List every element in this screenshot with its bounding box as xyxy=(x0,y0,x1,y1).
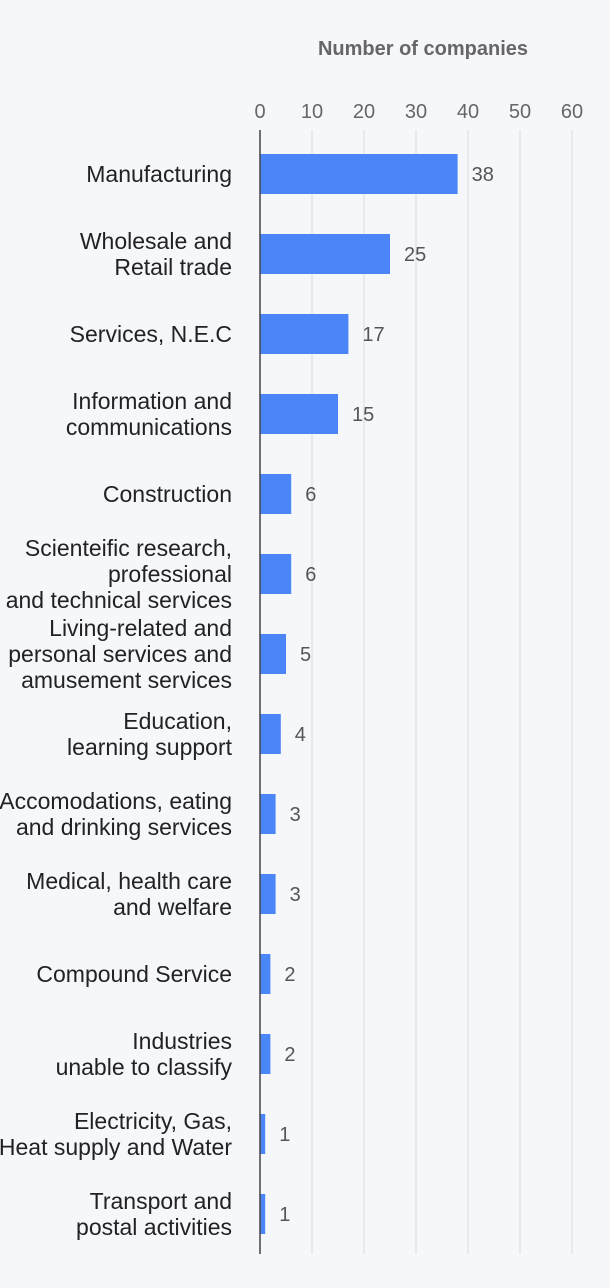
category-label: Information and communications xyxy=(66,388,232,440)
category-label: Manufacturing xyxy=(86,161,232,187)
bar xyxy=(260,1034,271,1074)
value-label: 17 xyxy=(362,324,384,346)
value-label: 3 xyxy=(290,884,301,906)
x-tick-label: 60 xyxy=(561,101,583,123)
category-label: Medical, health care and welfare xyxy=(26,868,232,920)
value-label: 6 xyxy=(305,484,316,506)
bar xyxy=(260,1194,266,1234)
category-label: Scienteific research, professional and tec… xyxy=(6,535,232,613)
category-label: Living-related and personal services and a… xyxy=(8,615,232,693)
x-tick-label: 0 xyxy=(254,101,265,123)
x-tick-label: 40 xyxy=(457,101,479,123)
bar xyxy=(260,394,338,434)
category-label: Construction xyxy=(103,481,232,507)
bar xyxy=(260,874,276,914)
category-label: Transport and postal activities xyxy=(76,1188,232,1240)
bar xyxy=(260,634,286,674)
x-axis-ticks: 0 10 20 30 40 50 60 xyxy=(254,101,583,123)
value-label: 38 xyxy=(472,164,494,186)
bar xyxy=(260,714,281,754)
value-label: 4 xyxy=(295,724,306,746)
x-tick-label: 10 xyxy=(301,101,323,123)
value-labels: 38 25 17 15 6 6 5 4 3 3 2 2 1 1 xyxy=(279,164,494,1226)
value-label: 2 xyxy=(284,1044,295,1066)
x-tick-label: 50 xyxy=(509,101,531,123)
category-label: Wholesale and Retail trade xyxy=(80,228,232,280)
bar xyxy=(260,954,271,994)
bar xyxy=(260,314,349,354)
value-label: 1 xyxy=(279,1204,290,1226)
value-label: 1 xyxy=(279,1124,290,1146)
bar xyxy=(260,794,276,834)
category-label: Accomodations, eating and drinking servic… xyxy=(0,788,232,840)
category-label: Compound Service xyxy=(36,961,232,987)
category-label: Services, N.E.C xyxy=(70,321,232,347)
x-axis-title: Number of companies xyxy=(318,38,528,60)
bar xyxy=(260,1114,266,1154)
bar xyxy=(260,474,292,514)
value-label: 2 xyxy=(284,964,295,986)
value-label: 25 xyxy=(404,244,426,266)
bars xyxy=(260,154,458,1234)
value-label: 3 xyxy=(290,804,301,826)
x-tick-label: 30 xyxy=(405,101,427,123)
value-label: 6 xyxy=(305,564,316,586)
value-label: 5 xyxy=(300,644,311,666)
category-labels: Manufacturing Wholesale and Retail trade Se… xyxy=(0,161,233,1240)
bar xyxy=(260,554,292,594)
category-label: Education, learning support xyxy=(67,708,233,760)
category-label: Industries unable to classify xyxy=(56,1028,233,1080)
grid-lines xyxy=(311,130,573,1254)
bar xyxy=(260,154,458,194)
bar xyxy=(260,234,390,274)
category-label: Electricity, Gas, Heat supply and Water xyxy=(0,1108,232,1160)
x-tick-label: 20 xyxy=(353,101,375,123)
value-label: 15 xyxy=(352,404,374,426)
